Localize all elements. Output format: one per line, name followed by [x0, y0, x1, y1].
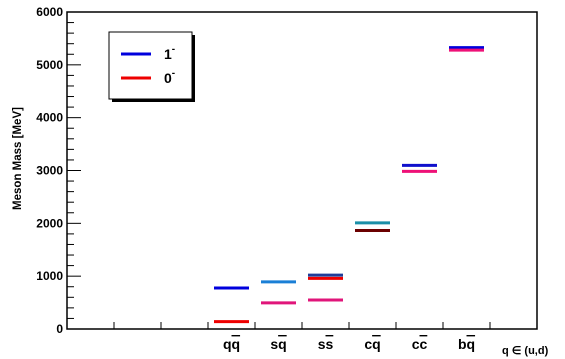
legend-box — [108, 31, 193, 100]
y-tick-label: 0 — [56, 322, 63, 336]
legend-label: 0- — [164, 68, 175, 86]
legend-label: 1- — [164, 44, 175, 62]
category-label: qq — [223, 336, 240, 352]
mass-levels — [214, 46, 484, 324]
y-tick-label: 5000 — [36, 58, 63, 72]
legend: 1-0- — [108, 31, 195, 102]
y-tick-label: 2000 — [36, 216, 63, 230]
category-labels: qq sq ss cq cc bq — [223, 336, 475, 352]
y-tick-label: 1000 — [36, 269, 63, 283]
y-tick-label: 6000 — [36, 5, 63, 19]
y-tick-labels: 0 1000 2000 3000 4000 5000 6000 — [36, 5, 63, 336]
category-label: bq — [458, 336, 475, 352]
y-axis-ticks — [67, 11, 81, 330]
plot-frame — [66, 11, 538, 330]
x-axis-title: q ∈ (u,d) — [502, 345, 549, 357]
category-label: ss — [318, 336, 334, 352]
category-label: cc — [412, 336, 428, 352]
category-label: cq — [364, 336, 380, 352]
x-axis-ticks — [113, 322, 491, 329]
y-axis-title: Meson Mass [MeV] — [12, 107, 24, 210]
y-tick-label: 4000 — [36, 111, 63, 125]
category-label: sq — [270, 336, 286, 352]
y-tick-label: 3000 — [36, 164, 63, 178]
